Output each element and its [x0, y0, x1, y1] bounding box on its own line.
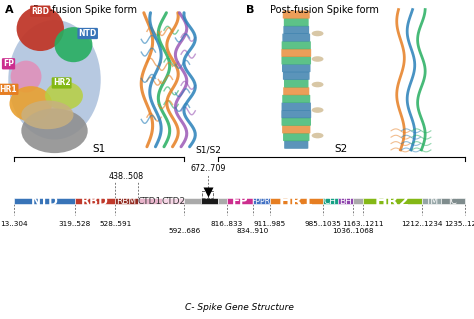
Bar: [14, 198, 75, 204]
Text: NTD: NTD: [30, 195, 58, 208]
Bar: [337, 198, 353, 204]
Bar: [184, 198, 201, 204]
Text: 13..304: 13..304: [0, 221, 28, 227]
FancyBboxPatch shape: [282, 95, 310, 103]
Bar: [202, 191, 213, 198]
Bar: [253, 198, 270, 204]
Bar: [364, 198, 422, 204]
Text: S1: S1: [92, 144, 106, 154]
Text: S1/S2: S1/S2: [195, 145, 221, 154]
Text: RBD: RBD: [31, 7, 49, 16]
Bar: [138, 198, 162, 204]
Text: 438..508: 438..508: [109, 173, 144, 182]
Bar: [162, 198, 184, 204]
FancyBboxPatch shape: [283, 26, 309, 34]
Bar: [227, 198, 253, 204]
Bar: [353, 198, 364, 204]
Text: IC: IC: [448, 197, 457, 206]
Ellipse shape: [312, 82, 324, 87]
Text: 592..686: 592..686: [168, 228, 201, 234]
Text: BH: BH: [339, 197, 352, 206]
Text: RBD: RBD: [81, 195, 109, 208]
FancyBboxPatch shape: [282, 110, 311, 118]
Text: CTD1: CTD1: [138, 197, 162, 206]
Bar: [323, 198, 337, 204]
Text: HR2: HR2: [375, 194, 410, 209]
Text: B: B: [246, 5, 255, 15]
Text: RBM: RBM: [117, 197, 137, 206]
Text: HR1: HR1: [0, 85, 18, 94]
Bar: [115, 198, 138, 204]
Text: FPPR: FPPR: [252, 197, 271, 206]
FancyBboxPatch shape: [284, 79, 309, 87]
Text: 672..709: 672..709: [190, 164, 226, 173]
Text: A: A: [5, 5, 13, 15]
FancyBboxPatch shape: [283, 72, 310, 80]
Text: 1212..1234: 1212..1234: [401, 221, 443, 227]
FancyBboxPatch shape: [284, 141, 309, 149]
Ellipse shape: [9, 20, 101, 140]
Bar: [441, 198, 465, 204]
Bar: [422, 198, 441, 204]
Ellipse shape: [55, 27, 92, 62]
Text: NTD: NTD: [79, 29, 97, 38]
FancyBboxPatch shape: [283, 133, 310, 141]
Text: 319..528: 319..528: [59, 221, 91, 227]
Bar: [75, 198, 115, 204]
Text: Post-fusion Spike form: Post-fusion Spike form: [270, 5, 379, 15]
FancyBboxPatch shape: [283, 87, 310, 95]
Text: CTD2: CTD2: [161, 197, 185, 206]
Ellipse shape: [312, 31, 324, 36]
Text: CH: CH: [324, 197, 337, 206]
Bar: [218, 198, 227, 204]
Ellipse shape: [312, 107, 324, 113]
Text: C- Spike Gene Structure: C- Spike Gene Structure: [185, 302, 294, 312]
Ellipse shape: [312, 56, 324, 62]
Text: HR1: HR1: [279, 194, 314, 209]
Text: 1235..1273: 1235..1273: [444, 221, 474, 227]
Text: TM: TM: [425, 197, 438, 206]
Ellipse shape: [17, 6, 64, 51]
Text: FP: FP: [231, 195, 248, 208]
Text: 816..833: 816..833: [210, 221, 243, 227]
Ellipse shape: [21, 108, 88, 153]
Bar: [270, 198, 323, 204]
FancyBboxPatch shape: [283, 33, 310, 42]
Bar: [201, 198, 218, 204]
FancyBboxPatch shape: [282, 41, 311, 49]
Ellipse shape: [45, 81, 83, 110]
Ellipse shape: [10, 61, 42, 93]
Text: HR2: HR2: [53, 78, 71, 87]
Text: 528..591: 528..591: [99, 221, 131, 227]
FancyBboxPatch shape: [282, 49, 311, 57]
Text: 1163..1211: 1163..1211: [343, 221, 384, 227]
Ellipse shape: [21, 100, 73, 129]
Ellipse shape: [312, 133, 324, 138]
Text: FP: FP: [3, 59, 14, 68]
Text: 834..910: 834..910: [237, 228, 269, 234]
Text: 985..1035: 985..1035: [304, 221, 341, 227]
Text: 911..985: 911..985: [254, 221, 286, 227]
FancyBboxPatch shape: [282, 64, 310, 72]
Ellipse shape: [9, 86, 52, 121]
Text: Pre-fusion Spike form: Pre-fusion Spike form: [33, 5, 137, 15]
FancyBboxPatch shape: [282, 56, 311, 64]
Text: S2: S2: [335, 144, 348, 154]
FancyBboxPatch shape: [282, 125, 310, 133]
FancyBboxPatch shape: [284, 18, 309, 26]
FancyBboxPatch shape: [282, 102, 311, 111]
FancyBboxPatch shape: [283, 11, 310, 19]
FancyBboxPatch shape: [282, 118, 311, 126]
Text: 1036..1068: 1036..1068: [332, 228, 374, 234]
